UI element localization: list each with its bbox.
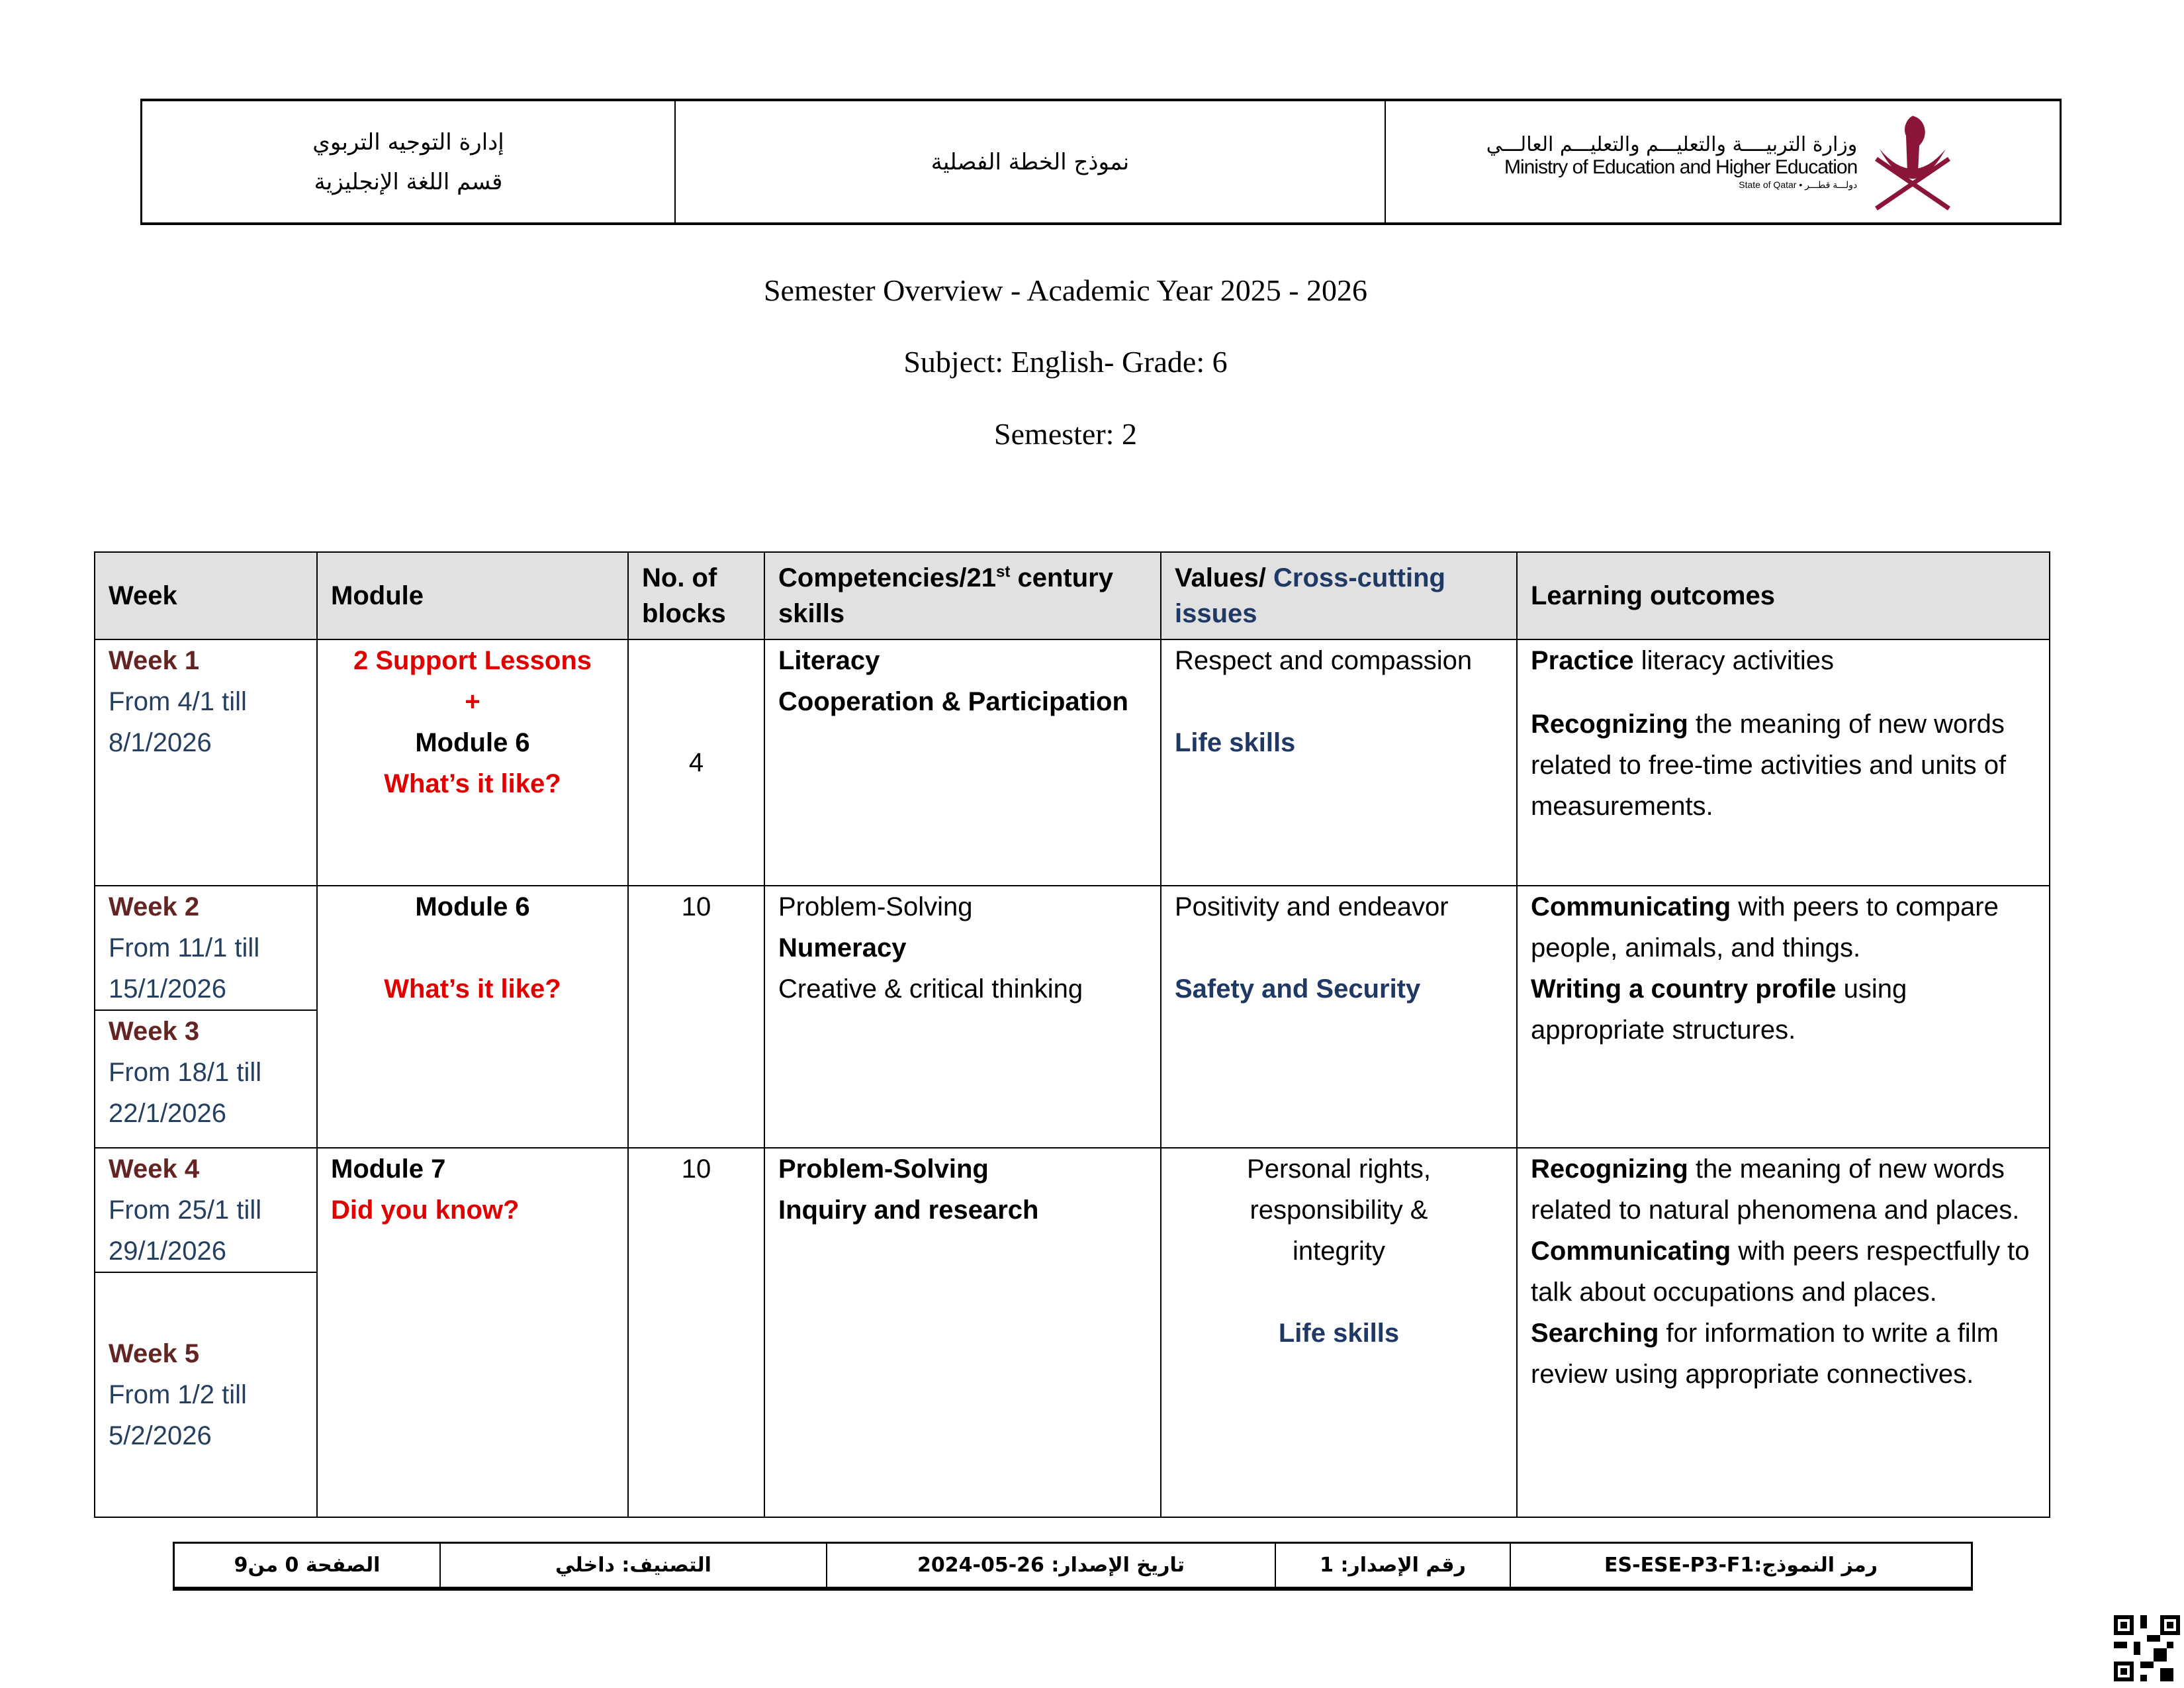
overview-title: Semester Overview - Academic Year 2025 -… <box>763 273 1368 307</box>
ministry-logo: وزارة التربيــــة والتعليـــم والتعليـــ… <box>1386 101 2060 222</box>
competencies-cell: Literacy Cooperation & Participation <box>764 639 1161 886</box>
department-name: إدارة التوجيه التربوي <box>312 128 504 156</box>
values-cell: Respect and compassion Life skills <box>1160 639 1518 886</box>
outcomes-cell: Recognizing the meaning of new words rel… <box>1516 1147 2050 1518</box>
footer-page: الصفحة 0 من9 <box>175 1544 441 1587</box>
subject-title: Subject: English- Grade: 6 <box>903 345 1228 379</box>
header-department: إدارة التوجيه التربوي قسم اللغة الإنجليز… <box>142 101 676 222</box>
header-outcomes: Learning outcomes <box>1516 551 2050 640</box>
header-values: Values/ Cross-cutting issues <box>1160 551 1518 640</box>
module-cell: Module 6 What’s it like? <box>316 885 629 1149</box>
week-cell: Week 5 From 1/2 till 5/2/2026 <box>94 1272 318 1518</box>
table-header-row: Week Module No. of blocks Competencies/2… <box>94 551 2050 640</box>
module-cell: Module 7 Did you know? <box>316 1147 629 1518</box>
week-cell: Week 1 From 4/1 till 8/1/2026 <box>94 639 318 886</box>
outcomes-cell: Practice literacy activities Recognizing… <box>1516 639 2050 886</box>
table-row: Week 1 From 4/1 till 8/1/2026 2 Support L… <box>94 639 2050 886</box>
footer-code: رمز النموذج:ES-ESE-P3-F1 <box>1604 1554 1878 1577</box>
semester-title: Semester: 2 <box>994 417 1137 451</box>
values-cell: Positivity and endeavor Safety and Securi… <box>1160 885 1518 1149</box>
header-module: Module <box>316 551 629 640</box>
footer-date: تاريخ الإصدار: 26-05-2024 <box>827 1544 1276 1587</box>
blocks-cell: 10 <box>627 1147 765 1518</box>
header-form-title: نموذج الخطة الفصلية <box>676 101 1386 222</box>
competencies-cell: Problem-Solving Numeracy Creative & critic… <box>764 885 1161 1149</box>
blocks-cell: 10 <box>627 885 765 1149</box>
footer-version: رقم الإصدار: 1 <box>1276 1544 1511 1587</box>
document-header: إدارة التوجيه التربوي قسم اللغة الإنجليز… <box>140 99 2062 225</box>
week-cell: Week 4 From 25/1 till 29/1/2026 <box>94 1147 318 1273</box>
table-row: Week 3 From 18/1 till 22/1/2026 <box>94 1009 2050 1149</box>
qatar-emblem-icon <box>1875 115 1951 211</box>
qr-code-icon <box>2114 1615 2180 1681</box>
outcomes-cell: Communicating with peers to compare peop… <box>1516 885 2050 1149</box>
logo-english: Ministry of Education and Higher Educati… <box>1504 156 1858 179</box>
blocks-cell: 4 <box>627 639 765 886</box>
form-title: نموذج الخطة الفصلية <box>931 148 1130 175</box>
competencies-cell: Problem-Solving Inquiry and research <box>764 1147 1161 1518</box>
header-blocks: No. of blocks <box>627 551 765 640</box>
logo-arabic: وزارة التربيــــة والتعليـــم والتعليـــ… <box>1486 132 1858 156</box>
header-week: Week <box>94 551 318 640</box>
logo-state: State of Qatar • دولـــة قطـــر <box>1739 179 1858 190</box>
module-cell: 2 Support Lessons + Module 6 What’s it lik… <box>316 639 629 886</box>
semester-plan-table: Week Module No. of blocks Competencies/2… <box>94 551 2050 1518</box>
table-row: Week 5 From 1/2 till 5/2/2026 <box>94 1272 2050 1518</box>
section-name: قسم اللغة الإنجليزية <box>314 168 503 195</box>
header-competencies: Competencies/21st century skills <box>764 551 1161 640</box>
week-cell: Week 2 From 11/1 till 15/1/2026 <box>94 885 318 1011</box>
footer-classification: التصنيف: داخلي <box>441 1544 827 1587</box>
document-footer: الصفحة 0 من9 التصنيف: داخلي تاريخ الإصدا… <box>173 1542 1973 1591</box>
values-cell: Personal rights, responsibility & integr… <box>1160 1147 1518 1518</box>
week-cell: Week 3 From 18/1 till 22/1/2026 <box>94 1009 318 1149</box>
